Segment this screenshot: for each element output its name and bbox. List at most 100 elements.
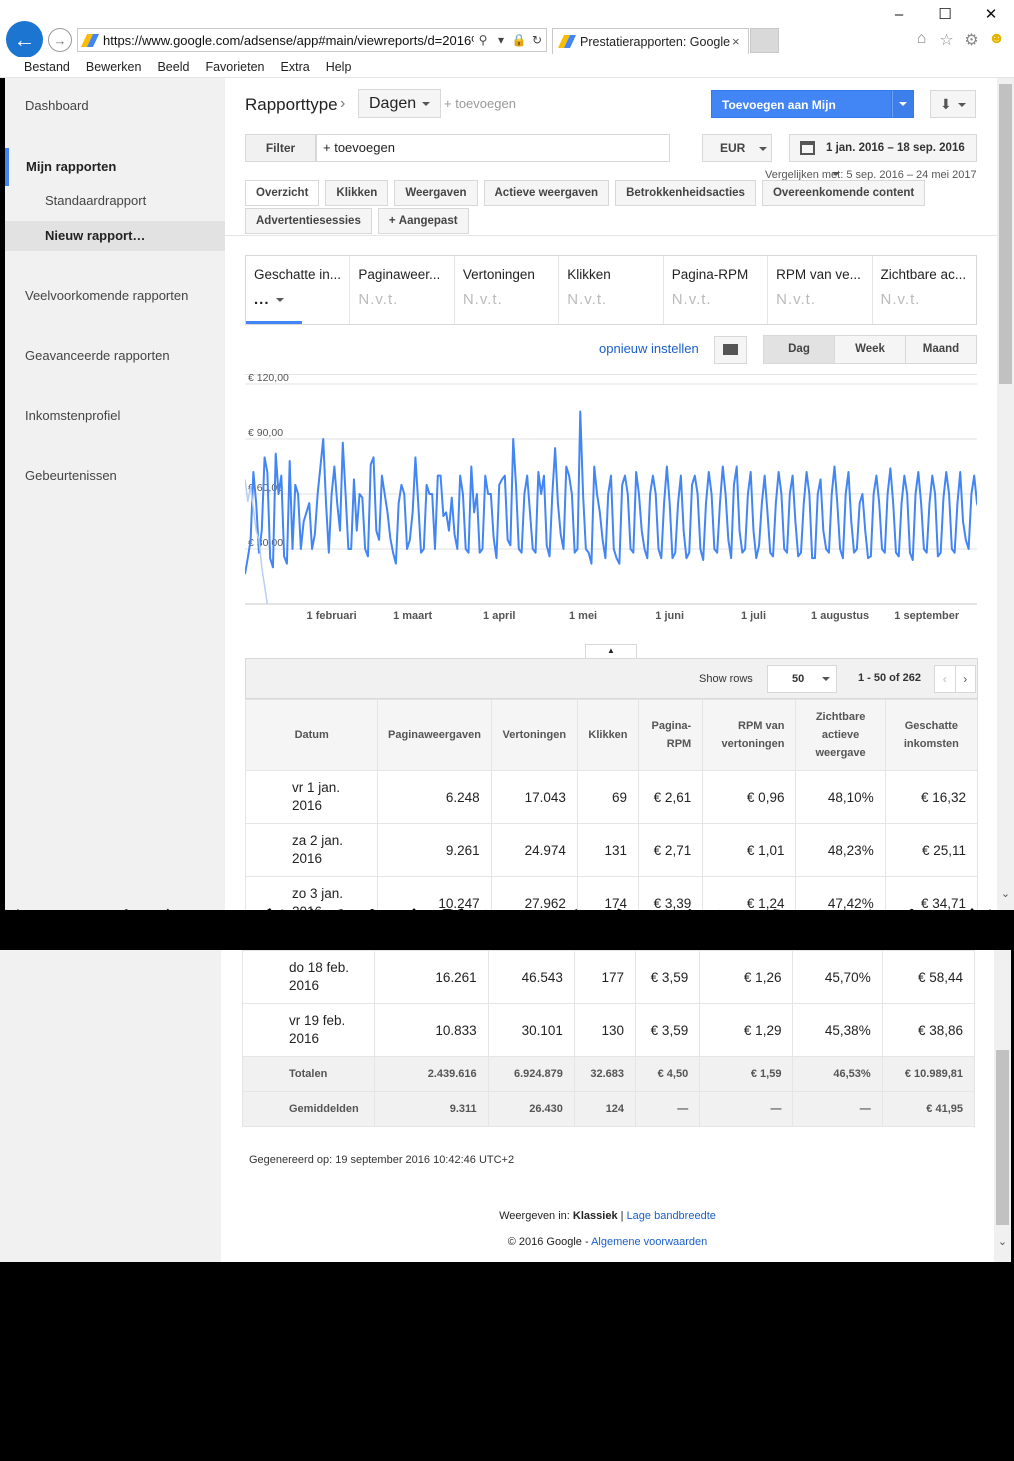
metric-estimated-earnings[interactable]: Geschatte in... ... bbox=[246, 256, 351, 324]
cell-impression-rpm: € 1,24 bbox=[702, 876, 797, 910]
dimension-dropdown[interactable]: Dagen bbox=[358, 89, 442, 118]
month-button[interactable]: Maand bbox=[906, 336, 976, 363]
back-arrow-icon[interactable]: ← bbox=[6, 21, 43, 58]
col-header-page-rpm[interactable]: Pagina- RPM bbox=[638, 699, 704, 771]
terms-link[interactable]: Algemene voorwaarden bbox=[591, 1236, 708, 1248]
tab-close-icon[interactable]: × bbox=[732, 34, 740, 49]
y-tick-label: € 120,00 bbox=[248, 374, 289, 384]
sidebar-item-dashboard[interactable]: Dashboard bbox=[25, 98, 89, 113]
sidebar-item-new-report[interactable]: Nieuw rapport… bbox=[5, 221, 225, 251]
minimize-button[interactable]: – bbox=[894, 5, 904, 23]
metric-active-view[interactable]: Zichtbare ac... N.v.t. bbox=[873, 256, 976, 324]
metric-impressions[interactable]: Vertoningen N.v.t. bbox=[455, 256, 560, 324]
menu-favorieten[interactable]: Favorieten bbox=[205, 60, 265, 74]
currency-dropdown[interactable]: EUR bbox=[702, 134, 772, 162]
menu-beeld[interactable]: Beeld bbox=[157, 60, 190, 74]
add-to-my-reports-button[interactable]: Toevoegen aan Mijn rapporten bbox=[711, 90, 892, 140]
tab-overview[interactable]: Overzicht bbox=[245, 180, 320, 206]
tab-active-views[interactable]: Actieve weergaven bbox=[483, 180, 610, 206]
url-text[interactable]: https://www.google.com/adsense/app#main/… bbox=[103, 32, 474, 48]
maximize-button[interactable]: ☐ bbox=[938, 6, 952, 23]
sidebar-item-common-reports[interactable]: Veelvoorkomende rapporten bbox=[25, 288, 189, 303]
tab-engagement[interactable]: Betrokkenheidsacties bbox=[615, 180, 756, 206]
sidebar-item-advanced-reports[interactable]: Geavanceerde rapporten bbox=[25, 348, 170, 363]
cell-page-views: 9.311 bbox=[374, 1091, 489, 1127]
week-button[interactable]: Week bbox=[835, 336, 906, 363]
menu-bewerken[interactable]: Bewerken bbox=[85, 60, 142, 74]
cell-page-views: 2.439.616 bbox=[374, 1056, 489, 1092]
sidebar-item-standard-report[interactable]: Standaardrapport bbox=[45, 193, 147, 208]
add-to-my-reports-dropdown[interactable] bbox=[892, 90, 914, 118]
tab-matched-content[interactable]: Overeenkomende content bbox=[761, 180, 926, 206]
filter-input[interactable]: + toevoegen bbox=[316, 134, 670, 162]
refresh-icon[interactable]: ↻ bbox=[531, 33, 543, 47]
comment-button[interactable] bbox=[714, 336, 747, 364]
col-header-impression-rpm[interactable]: RPM van vertoningen bbox=[702, 699, 797, 771]
forward-arrow-icon[interactable]: → bbox=[48, 28, 72, 52]
cell-date: Gemiddelden bbox=[241, 1091, 376, 1127]
col-header-clicks[interactable]: Klikken bbox=[576, 699, 640, 771]
scroll-down-icon[interactable]: ⌄ bbox=[997, 1236, 1008, 1248]
scrollbar-thumb[interactable] bbox=[996, 1050, 1009, 1225]
day-button[interactable]: Dag bbox=[764, 336, 835, 363]
cell-impressions: 17.043 bbox=[490, 770, 578, 824]
filter-button[interactable]: Filter bbox=[245, 134, 316, 162]
add-dimension-link[interactable]: + toevoegen bbox=[444, 96, 516, 111]
chevron-down-icon bbox=[957, 103, 966, 108]
low-bandwidth-link[interactable]: Lage bandbreedte bbox=[626, 1210, 716, 1222]
tab-clicks[interactable]: Klikken bbox=[325, 180, 389, 206]
tab-ad-sessions[interactable]: Advertentiesessies bbox=[245, 208, 372, 234]
table-row: do 18 feb. 2016 16.261 46.543 177 € 3,59 € 1,… bbox=[241, 950, 976, 1004]
col-header-active-view[interactable]: Zichtbare actieve weergave bbox=[795, 699, 886, 771]
address-bar[interactable]: https://www.google.com/adsense/app#main/… bbox=[77, 28, 547, 52]
collapse-chart-button[interactable]: ▲ bbox=[585, 644, 637, 658]
lock-icon[interactable]: 🔒 bbox=[511, 33, 527, 47]
dash: - bbox=[584, 1236, 589, 1248]
menu-bestand[interactable]: Bestand bbox=[24, 60, 70, 74]
metric-value: N.v.t. bbox=[880, 291, 921, 308]
menu-extra[interactable]: Extra bbox=[280, 60, 310, 74]
smiley-icon[interactable]: ☻ bbox=[988, 30, 1005, 47]
tab-custom-label: Aangepast bbox=[398, 215, 458, 227]
browser-tab[interactable]: Prestatierapporten: Google ... × bbox=[552, 28, 749, 54]
download-button[interactable]: ⬇ bbox=[930, 90, 976, 118]
cell-page-views: 9.261 bbox=[377, 823, 492, 877]
home-icon[interactable]: ⌂ bbox=[916, 30, 927, 47]
col-header-impressions[interactable]: Vertoningen bbox=[490, 699, 578, 771]
scroll-down-icon[interactable]: ⌄ bbox=[1000, 888, 1011, 900]
new-tab-button[interactable] bbox=[750, 28, 779, 53]
tab-views[interactable]: Weergaven bbox=[394, 180, 478, 206]
rows-per-page-dropdown[interactable]: 50 bbox=[767, 665, 837, 693]
sidebar-item-income-profile[interactable]: Inkomstenprofiel bbox=[25, 408, 121, 423]
metric-tiles: Geschatte in... ... Paginaweer... N.v.t. … bbox=[245, 255, 977, 325]
search-icon[interactable]: ⚲ bbox=[478, 33, 488, 47]
star-icon[interactable]: ☆ bbox=[939, 32, 954, 49]
metric-clicks[interactable]: Klikken N.v.t. bbox=[559, 256, 664, 324]
cell-page-rpm: — bbox=[635, 1091, 701, 1127]
gear-icon[interactable]: ⚙ bbox=[964, 32, 979, 49]
sidebar-item-events[interactable]: Gebeurtenissen bbox=[25, 468, 117, 483]
reset-link[interactable]: opnieuw instellen bbox=[599, 341, 699, 356]
metric-impression-rpm[interactable]: RPM van ve... N.v.t. bbox=[768, 256, 873, 324]
col-header-date[interactable]: Datum bbox=[244, 699, 379, 771]
scrollbar-thumb[interactable] bbox=[999, 84, 1012, 384]
menu-help[interactable]: Help bbox=[325, 60, 352, 74]
prev-page-icon[interactable]: ‹ bbox=[942, 672, 947, 686]
page-scrollbar-lower[interactable]: ⌄ bbox=[994, 950, 1011, 1262]
copyright-line: © 2016 Google - Algemene voorwaarden bbox=[221, 1236, 994, 1248]
cell-impression-rpm: € 1,59 bbox=[699, 1056, 794, 1092]
close-window-button[interactable]: ✕ bbox=[984, 6, 998, 23]
next-page-icon[interactable]: › bbox=[954, 666, 976, 692]
metric-label: Zichtbare ac... bbox=[880, 267, 967, 282]
metric-page-rpm[interactable]: Pagina-RPM N.v.t. bbox=[664, 256, 769, 324]
tab-custom[interactable]: + Aangepast bbox=[377, 208, 469, 234]
metric-page-views[interactable]: Paginaweer... N.v.t. bbox=[350, 256, 455, 324]
dropdown-icon[interactable]: ▾ bbox=[497, 33, 505, 47]
col-header-page-views[interactable]: Paginaweergaven bbox=[377, 699, 492, 771]
sidebar-item-my-reports[interactable]: Mijn rapporten bbox=[5, 148, 225, 186]
data-table-lower: do 18 feb. 2016 16.261 46.543 177 € 3,59 € 1,… bbox=[241, 950, 976, 1127]
date-range-dropdown[interactable]: 1 jan. 2016 – 18 sep. 2016 bbox=[789, 134, 977, 176]
page-scrollbar[interactable]: ⌄ bbox=[997, 78, 1014, 910]
col-header-earnings[interactable]: Geschatte inkomsten bbox=[884, 699, 979, 771]
